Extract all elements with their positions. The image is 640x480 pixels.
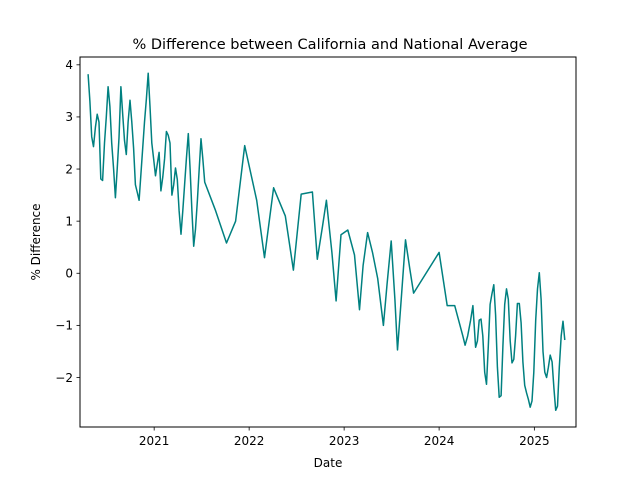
y-axis-label: % Difference — [29, 203, 43, 280]
y-tick-label: −1 — [55, 319, 73, 333]
x-tick-label: 2021 — [139, 434, 170, 448]
y-tick-label: 3 — [65, 110, 73, 124]
y-tick-label: −2 — [55, 371, 73, 385]
y-tick-label: 2 — [65, 162, 73, 176]
plot-area: 2021 2022 2023 2024 2025 −2 −1 0 1 2 3 4 — [55, 56, 577, 448]
plot-frame — [79, 56, 577, 428]
x-tick-label: 2022 — [234, 434, 265, 448]
y-axis: −2 −1 0 1 2 3 4 — [55, 58, 80, 385]
y-tick-label: 0 — [65, 267, 73, 281]
x-tick-label: 2023 — [329, 434, 360, 448]
x-axis: 2021 2022 2023 2024 2025 — [139, 427, 550, 448]
x-tick-label: 2024 — [424, 434, 455, 448]
chart-title: % Difference between California and Nati… — [133, 37, 528, 53]
x-axis-label: Date — [314, 456, 343, 470]
x-tick-label: 2025 — [519, 434, 550, 448]
series-line — [87, 72, 566, 412]
y-tick-label: 4 — [65, 58, 73, 72]
y-tick-label: 1 — [65, 214, 73, 228]
